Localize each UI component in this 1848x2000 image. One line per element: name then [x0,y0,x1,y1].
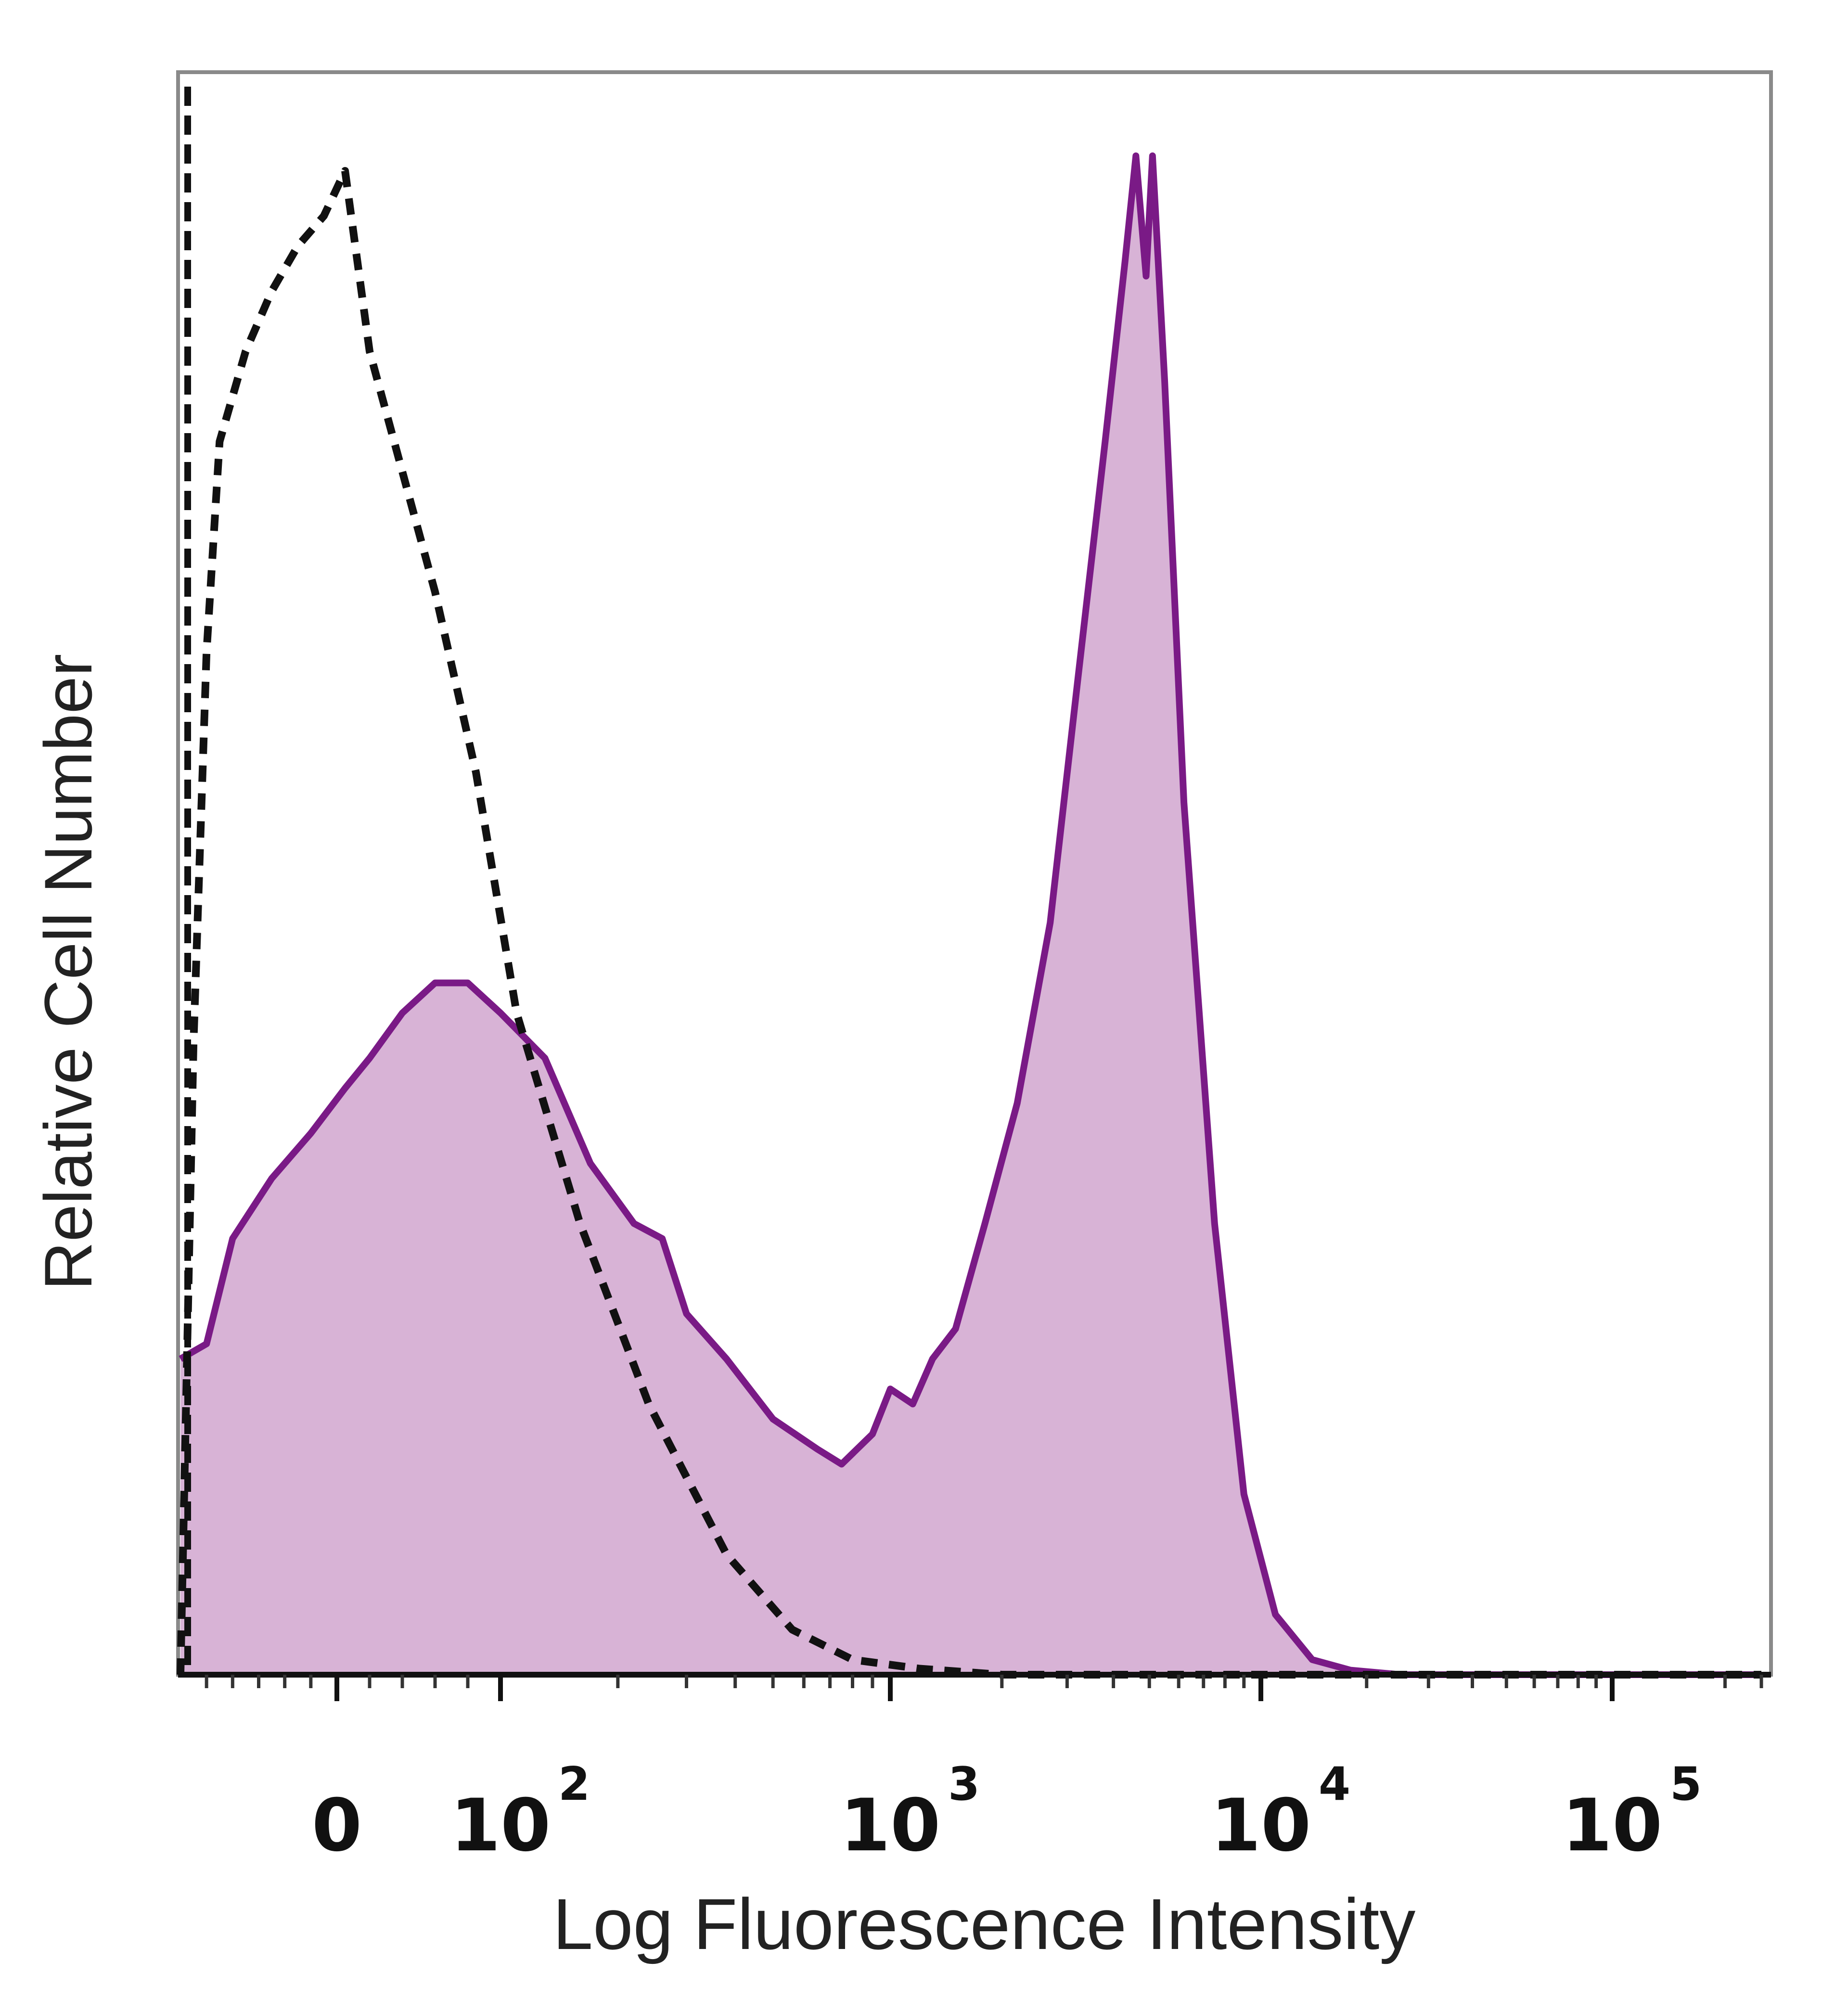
x-tick-label: 10 [1562,1784,1663,1868]
x-tick-exponent: 3 [948,1758,980,1811]
x-axis-label: Log Fluorescence Intensity [553,1884,1416,1964]
y-axis-label: Relative Cell Number [30,654,106,1291]
plot-area: 0 10 2 10 3 10 4 10 5 [176,70,1773,1868]
x-tick-exponent: 2 [558,1758,590,1811]
x-tick-exponent: 5 [1670,1758,1702,1811]
x-tick-exponent: 4 [1319,1758,1350,1811]
series-fill-stained [180,155,1761,1675]
x-tick-label: 10 [840,1784,941,1868]
x-tick-label: 10 [1211,1784,1311,1868]
x-tick-label: 0 [312,1784,362,1868]
series-line-control [177,167,1761,1679]
series-line-stained [179,152,1761,1678]
x-tick-label: 10 [450,1784,551,1868]
